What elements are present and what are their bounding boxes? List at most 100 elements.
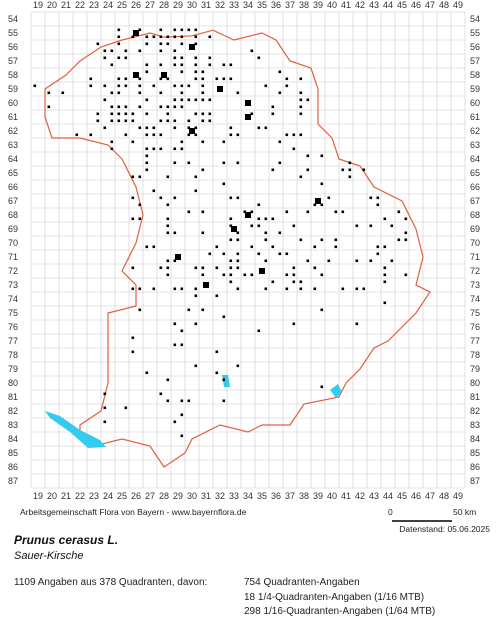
record-dot [334, 245, 338, 249]
column-label: 38 [299, 491, 309, 501]
row-label: 63 [8, 140, 18, 150]
record-dot [152, 189, 156, 193]
record-dot [117, 35, 121, 39]
row-label: 56 [470, 42, 480, 52]
record-dot [404, 231, 408, 235]
record-dot [229, 63, 233, 67]
record-square [133, 72, 139, 78]
record-dot [313, 287, 317, 291]
record-dot [166, 112, 170, 116]
record-dot [117, 112, 121, 116]
record-dot [194, 189, 198, 193]
record-dot [124, 105, 128, 109]
record-dot [117, 28, 121, 32]
row-label: 62 [470, 126, 480, 136]
record-square [259, 268, 265, 274]
row-label: 63 [470, 140, 480, 150]
record-dot [166, 105, 170, 109]
record-dot [180, 329, 184, 333]
record-dot [236, 133, 240, 137]
record-dot [397, 238, 401, 242]
column-label: 49 [453, 0, 463, 10]
total: 1109 Angaben aus 378 Quadranten, davon: [14, 577, 207, 588]
record-dot [215, 245, 219, 249]
lake [222, 375, 342, 398]
row-label: 87 [470, 476, 480, 486]
record-dot [166, 266, 170, 270]
row-label: 71 [8, 252, 18, 262]
row-label: 79 [470, 364, 480, 374]
record-dot [180, 105, 184, 109]
record-dot [327, 259, 331, 263]
record-dot [201, 308, 205, 312]
record-dot [152, 245, 156, 249]
record-dot [187, 133, 191, 137]
row-label: 85 [8, 448, 18, 458]
record-square [245, 100, 251, 106]
record-dot [355, 224, 359, 228]
record-dot [166, 378, 170, 382]
row-label: 86 [8, 462, 18, 472]
row-label: 61 [8, 112, 18, 122]
row-label: 64 [470, 154, 480, 164]
record-dot [348, 161, 352, 165]
record-dot [124, 49, 128, 53]
record-dot [145, 133, 149, 137]
row-label: 59 [470, 84, 480, 94]
record-dot [145, 63, 149, 67]
record-dot [138, 91, 142, 95]
record-dot [194, 266, 198, 270]
record-dot [299, 238, 303, 242]
record-dot [236, 91, 240, 95]
record-dot [404, 238, 408, 242]
record-dot [222, 161, 226, 165]
row-label: 86 [470, 462, 480, 472]
record-dot [320, 203, 324, 207]
record-dot [166, 399, 170, 403]
column-label: 21 [61, 491, 71, 501]
record-dot [278, 140, 282, 144]
record-dot [166, 175, 170, 179]
record-dot [110, 147, 114, 151]
record-dot [278, 161, 282, 165]
record-dot [152, 287, 156, 291]
record-dot [166, 35, 170, 39]
column-label: 26 [131, 491, 141, 501]
column-label: 33 [229, 491, 239, 501]
record-dot [390, 259, 394, 263]
row-label: 83 [8, 420, 18, 430]
record-dot [145, 371, 149, 375]
record-dot [201, 98, 205, 102]
record-dot [117, 119, 121, 123]
column-label: 27 [145, 491, 155, 501]
row-label: 76 [8, 322, 18, 332]
record-dot [257, 252, 261, 256]
row-label: 78 [8, 350, 18, 360]
row-label: 55 [8, 28, 18, 38]
column-label: 24 [103, 0, 113, 10]
column-label: 20 [47, 491, 57, 501]
row-label: 60 [8, 98, 18, 108]
column-label: 31 [201, 491, 211, 501]
record-dot [117, 77, 121, 81]
record-dot [110, 119, 114, 123]
record-dot [194, 56, 198, 60]
row-label: 72 [470, 266, 480, 276]
record-dot [173, 119, 177, 123]
record-square [245, 212, 251, 218]
record-dot [292, 322, 296, 326]
record-dot [180, 70, 184, 74]
record-dot [201, 70, 205, 74]
record-dot [355, 259, 359, 263]
record-dot [222, 378, 226, 382]
record-dot [222, 63, 226, 67]
record-dot [152, 84, 156, 88]
row-label: 61 [470, 112, 480, 122]
record-dot [229, 133, 233, 137]
record-dot [369, 224, 373, 228]
record-dot [299, 77, 303, 81]
record-dot [138, 28, 142, 32]
record-dot [145, 161, 149, 165]
row-label: 72 [8, 266, 18, 276]
record-dot [159, 77, 163, 81]
